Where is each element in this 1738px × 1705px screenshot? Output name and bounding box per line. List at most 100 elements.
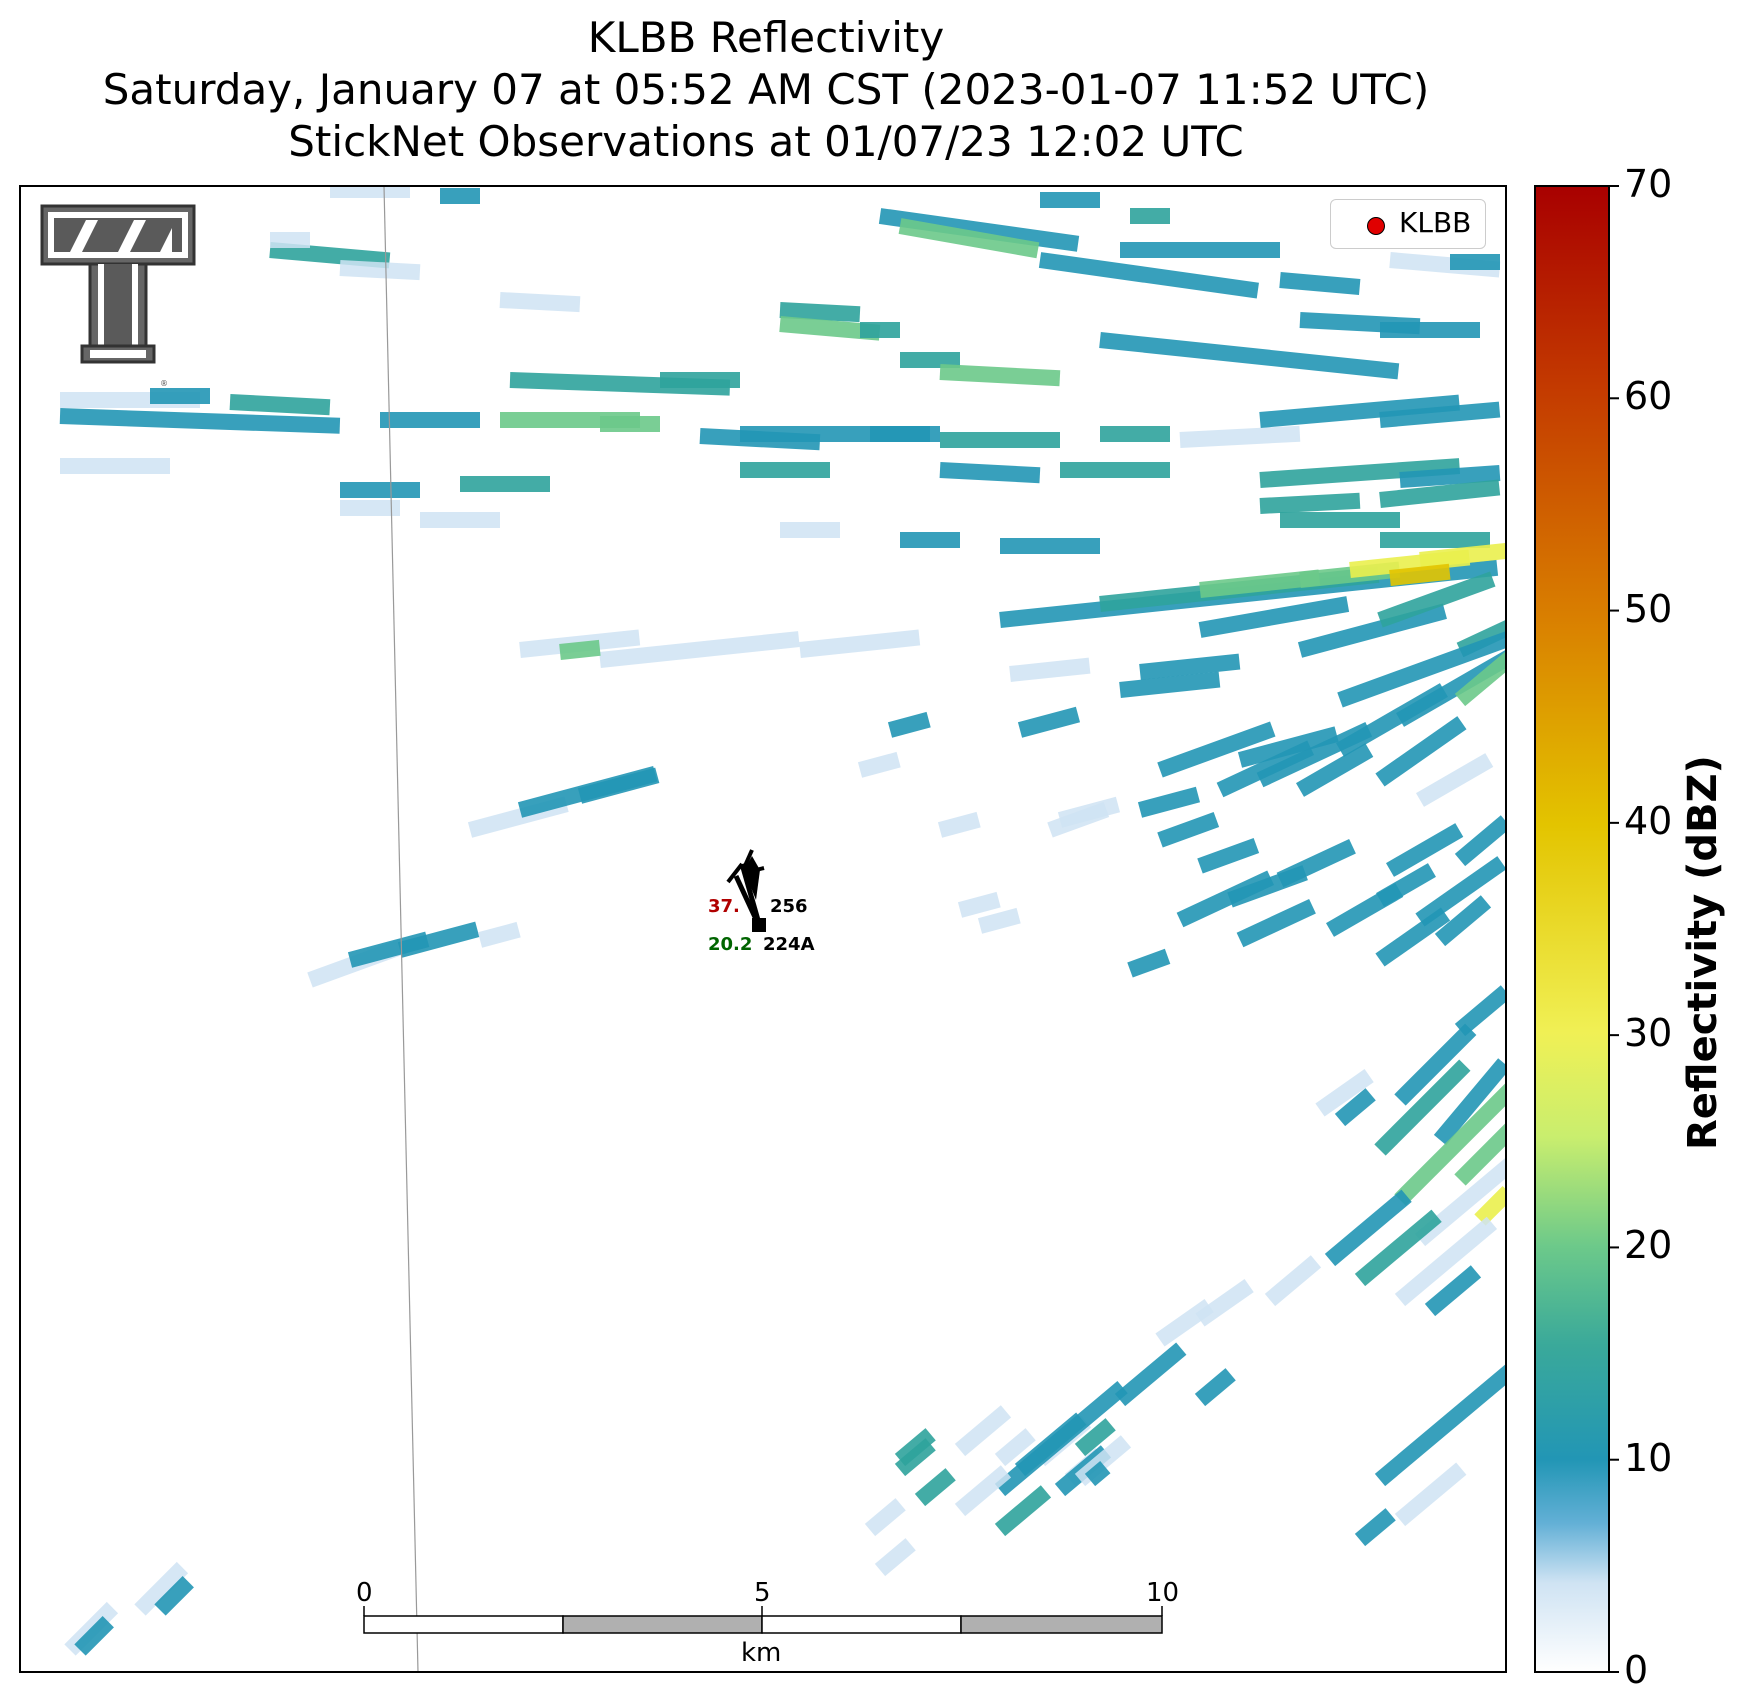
- reflectivity-gate: [600, 416, 660, 432]
- reflectivity-gate: [340, 482, 420, 498]
- reflectivity-gate: [1474, 1186, 1506, 1226]
- reflectivity-gate: [860, 322, 900, 338]
- reflectivity-gate: [1276, 838, 1356, 888]
- reflectivity-gate: [1394, 1216, 1498, 1307]
- legend: KLBB: [1330, 199, 1486, 249]
- reflectivity-gate: [780, 522, 840, 538]
- reflectivity-gate: [1434, 895, 1492, 947]
- reflectivity-gate: [1454, 642, 1506, 707]
- reflectivity-gate: [939, 462, 1041, 484]
- reflectivity-gate: [1386, 823, 1464, 877]
- reflectivity-gate: [1424, 1265, 1482, 1317]
- reflectivity-gate: [1127, 948, 1171, 978]
- reflectivity-gate: [1389, 252, 1501, 278]
- scale-bar: [363, 1606, 1163, 1634]
- legend-label: KLBB: [1399, 206, 1472, 239]
- reflectivity-gate: [599, 631, 800, 668]
- reflectivity-gate: [1009, 657, 1091, 682]
- reflectivity-gate: [1374, 1281, 1506, 1487]
- reflectivity-gate: [1326, 883, 1404, 937]
- reflectivity-gate: [1354, 1508, 1396, 1547]
- reflectivity-gate: [900, 532, 960, 548]
- reflectivity-gate: [59, 408, 341, 434]
- texas-tech-logo: ®: [40, 204, 196, 388]
- reflectivity-gate: [1279, 272, 1361, 295]
- reflectivity-gate: [1198, 596, 1350, 638]
- reflectivity-gate: [660, 372, 740, 388]
- reflectivity-gate: [857, 751, 901, 778]
- reflectivity-gate: [1017, 706, 1081, 738]
- svg-text:®: ®: [160, 379, 168, 388]
- reflectivity-gate: [864, 1498, 906, 1537]
- reflectivity-gate: [1120, 242, 1280, 258]
- reflectivity-gate: [229, 394, 331, 416]
- reflectivity-gate: [1375, 907, 1451, 967]
- reflectivity-gate: [779, 302, 861, 323]
- reflectivity-gate: [1415, 856, 1506, 927]
- reflectivity-gate: [397, 921, 480, 958]
- reflectivity-gate: [1379, 401, 1501, 428]
- reflectivity-gate: [1414, 1156, 1506, 1247]
- reflectivity-gate: [900, 352, 960, 368]
- reflectivity-gate: [577, 767, 660, 804]
- reflectivity-gate: [1419, 541, 1506, 568]
- reflectivity-gate: [440, 188, 480, 204]
- reflectivity-gate: [1084, 1461, 1111, 1487]
- colorbar-tick-label: 60: [1624, 374, 1673, 419]
- reflectivity-gate: [330, 186, 410, 198]
- reflectivity-gate: [1038, 252, 1259, 299]
- reflectivity-gate: [1074, 1418, 1116, 1457]
- station-temperature: 37.: [708, 896, 740, 917]
- colorbar-tick-label: 30: [1624, 1011, 1673, 1056]
- reflectivity-gate: [894, 1428, 936, 1467]
- plot-frame: [19, 185, 1507, 1673]
- reflectivity-gate: [1280, 512, 1400, 528]
- title-line-1: KLBB Reflectivity: [587, 13, 945, 62]
- station-marker: [752, 918, 766, 932]
- colorbar-title: Reflectivity (dBZ): [1680, 755, 1726, 1150]
- reflectivity-gate: [1450, 254, 1500, 270]
- reflectivity-gate: [1296, 743, 1374, 797]
- reflectivity-gate: [1324, 1189, 1412, 1267]
- reflectivity-gate: [134, 1561, 189, 1616]
- reflectivity-gate: [954, 1465, 1012, 1517]
- wind-barb-flag-256: [744, 856, 760, 900]
- reflectivity-gate: [74, 1616, 114, 1656]
- reflectivity-gate: [1315, 1069, 1374, 1117]
- reflectivity-gate: [1157, 811, 1220, 848]
- reflectivity-gate: [1334, 1088, 1376, 1127]
- reflectivity-gate: [1000, 538, 1100, 554]
- reflectivity-gate: [874, 1538, 916, 1577]
- reflectivity-gate: [957, 891, 1001, 918]
- reflectivity-gate: [977, 907, 1021, 934]
- reflectivity-gate: [1137, 786, 1201, 818]
- legend-marker: [1367, 217, 1385, 235]
- reflectivity-gate: [1259, 394, 1460, 428]
- reflectivity-gate: [1256, 722, 1373, 788]
- reflectivity-gate: [779, 316, 881, 341]
- reflectivity-gate: [1259, 492, 1361, 514]
- title-line-2: Saturday, January 07 at 05:52 AM CST (20…: [102, 65, 1430, 114]
- reflectivity-gate: [340, 500, 400, 516]
- reflectivity-gate: [1337, 624, 1506, 708]
- colorbar-tick-label: 20: [1624, 1223, 1673, 1268]
- reflectivity-gate: [420, 512, 500, 528]
- reflectivity-gate: [1119, 671, 1221, 698]
- colorbar-tick-label: 40: [1624, 798, 1673, 843]
- reflectivity-gate: [1197, 837, 1260, 874]
- reflectivity-gate: [60, 458, 170, 474]
- reflectivity-gate: [937, 811, 981, 838]
- reflectivity-gate: [1157, 721, 1276, 778]
- wind-barb-staff-256: [739, 863, 761, 921]
- reflectivity-gate: [939, 364, 1061, 387]
- reflectivity-gate: [740, 462, 830, 478]
- reflectivity-gate: [1394, 1081, 1506, 1206]
- reflectivity-gate: [1380, 322, 1480, 338]
- reflectivity-gate: [1155, 1299, 1214, 1347]
- reflectivity-gate: [994, 1485, 1052, 1537]
- reflectivity-gate: [1199, 569, 1321, 598]
- reflectivity-gate: [1099, 332, 1400, 380]
- colorbar-tick-label: 70: [1624, 162, 1673, 206]
- reflectivity-gate: [1139, 653, 1241, 680]
- reflectivity-gate: [1454, 815, 1506, 867]
